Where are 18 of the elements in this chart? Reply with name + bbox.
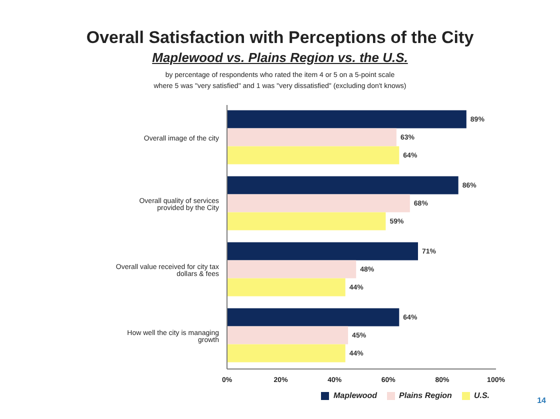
- bar: [227, 242, 418, 260]
- bar: [227, 212, 386, 230]
- bar: [227, 128, 396, 146]
- bar: [227, 110, 466, 128]
- chart-title: Overall Satisfaction with Perceptions of the City: [85, 28, 475, 48]
- bar: [227, 194, 410, 212]
- chart-subtitle: Maplewood vs. Plains Region vs. the U.S.: [151, 50, 409, 65]
- legend-label: U.S.: [474, 391, 490, 400]
- bar: [227, 326, 348, 344]
- legend-label: Plains Region: [399, 391, 452, 400]
- bar: [227, 344, 346, 362]
- bar: [227, 260, 356, 278]
- bar: [227, 146, 400, 164]
- legend-label: Maplewood: [333, 391, 378, 400]
- text: 14: [537, 396, 546, 405]
- bar: [227, 176, 458, 194]
- bar: [227, 308, 400, 326]
- bar: [227, 278, 346, 296]
